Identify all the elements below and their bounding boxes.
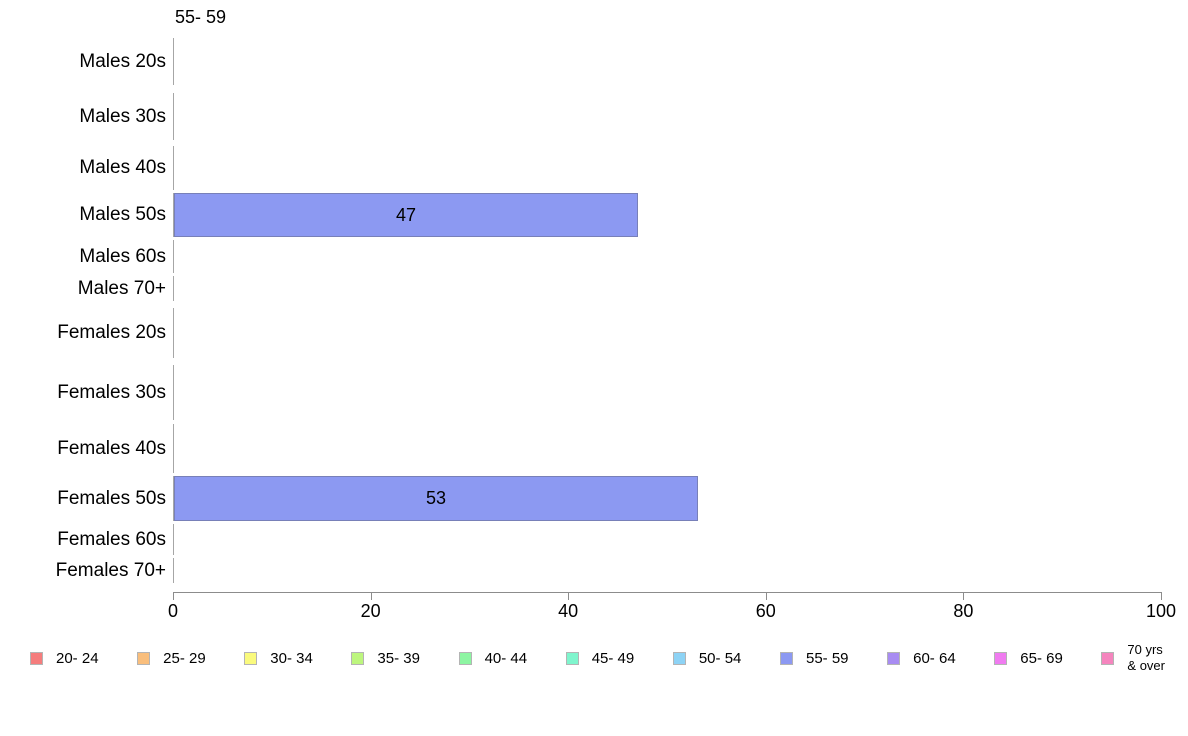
legend-item: 55- 59: [779, 649, 849, 667]
bar: 53: [174, 476, 698, 521]
category-label: Males 40s: [79, 157, 166, 178]
x-tick-mark: [370, 592, 372, 600]
legend-label: 20- 24: [56, 649, 99, 667]
category-label: Females 30s: [57, 381, 166, 403]
category-label: Females 60s: [57, 528, 166, 550]
y-axis-segment: [173, 146, 174, 190]
legend-swatch-icon: [994, 651, 1008, 665]
x-tick-mark: [963, 592, 965, 600]
legend-item: 20- 24: [30, 650, 99, 667]
y-axis-segment: [173, 524, 174, 555]
category-label: Females 70+: [55, 559, 166, 581]
x-tick-label: 60: [755, 601, 776, 621]
category-label: Males 30s: [79, 105, 166, 127]
category-label: Males 20s: [79, 50, 166, 72]
x-axis-line: [173, 592, 1162, 593]
category-label: Males 60s: [79, 245, 166, 267]
legend-item: 30- 34: [244, 650, 313, 667]
x-tick-label: 0: [167, 601, 179, 621]
y-axis-segment: [173, 308, 174, 358]
y-axis-segment: [173, 38, 174, 85]
x-tick-label: 40: [558, 601, 579, 621]
category-label: Females 50s: [57, 487, 166, 509]
legend-label: 30- 34: [270, 649, 313, 667]
bar: 47: [174, 193, 638, 237]
x-tick-mark: [568, 592, 570, 600]
legend-item: 25- 29: [137, 650, 206, 667]
legend-label: 40- 44: [484, 649, 528, 667]
legend-item: 60- 64: [887, 650, 956, 667]
legend-label: 70 yrs & over: [1127, 642, 1165, 673]
y-axis-segment: [173, 476, 174, 521]
x-tick-label: 80: [953, 601, 974, 621]
y-axis-segment: [173, 558, 174, 583]
x-tick-mark: [765, 592, 767, 600]
legend-label: 60- 64: [913, 649, 956, 667]
legend-item: 65- 69: [994, 650, 1063, 667]
legend-item: 50- 54: [672, 649, 742, 667]
legend-swatch-icon: [244, 651, 258, 665]
y-axis-segment: [173, 365, 174, 420]
y-axis-segment: [173, 240, 174, 273]
x-tick-label: 100: [1145, 601, 1177, 621]
legend-swatch-icon: [565, 651, 579, 665]
legend-swatch-icon: [672, 651, 686, 665]
legend-swatch-icon: [351, 651, 365, 665]
x-tick-mark: [1161, 592, 1162, 600]
legend: 20- 24 25- 29 30- 34 35- 39 40- 44 45- 49 50- …: [30, 638, 1165, 678]
legend-label: 25- 29: [163, 649, 206, 667]
bar-value-label: 47: [395, 204, 417, 225]
y-axis-segment: [173, 424, 174, 473]
legend-label: 50- 54: [698, 649, 742, 667]
category-label: Males 70+: [77, 277, 166, 299]
chart-title: 55- 59: [175, 7, 227, 27]
bar-value-label: 53: [425, 488, 447, 508]
legend-label: 45- 49: [591, 649, 635, 667]
x-tick-mark: [173, 592, 174, 600]
legend-item: 40- 44: [458, 649, 528, 667]
category-label: Females 20s: [57, 322, 166, 343]
legend-label: 55- 59: [805, 649, 849, 667]
category-label: Females 40s: [57, 437, 166, 459]
legend-label: 65- 69: [1020, 649, 1063, 667]
legend-swatch-icon: [887, 651, 901, 665]
legend-label: 35- 39: [377, 649, 420, 667]
y-axis-segment: [173, 93, 174, 140]
legend-swatch-icon: [137, 651, 151, 665]
legend-item: 45- 49: [565, 649, 635, 667]
category-label: Males 50s: [79, 204, 166, 225]
y-axis-segment: [173, 193, 174, 237]
x-tick-label: 20: [360, 601, 381, 621]
legend-item: 35- 39: [351, 650, 420, 667]
legend-swatch-icon: [458, 651, 472, 665]
legend-item: 70 yrs & over: [1101, 642, 1165, 673]
legend-swatch-icon: [30, 651, 43, 665]
legend-swatch-icon: [779, 651, 793, 665]
legend-swatch-icon: [1101, 651, 1115, 665]
y-axis-segment: [173, 276, 174, 301]
